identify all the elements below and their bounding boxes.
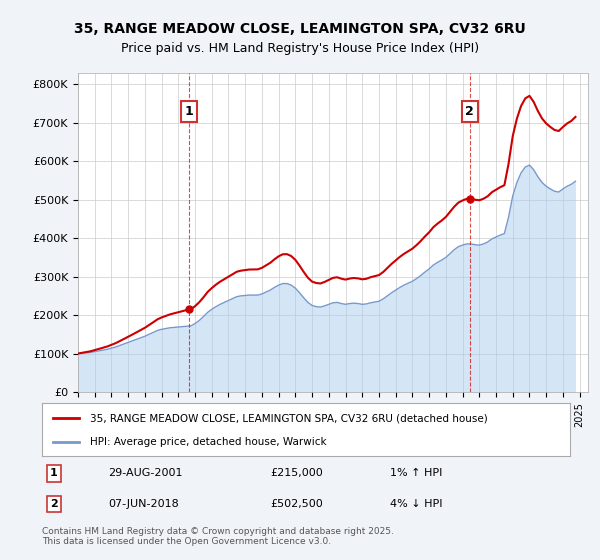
Text: HPI: Average price, detached house, Warwick: HPI: Average price, detached house, Warw…	[89, 436, 326, 446]
Text: Price paid vs. HM Land Registry's House Price Index (HPI): Price paid vs. HM Land Registry's House …	[121, 42, 479, 55]
Text: 2: 2	[466, 105, 474, 118]
Text: 1: 1	[50, 468, 58, 478]
Text: Contains HM Land Registry data © Crown copyright and database right 2025.
This d: Contains HM Land Registry data © Crown c…	[42, 526, 394, 546]
Text: 1% ↑ HPI: 1% ↑ HPI	[390, 468, 442, 478]
Text: £215,000: £215,000	[270, 468, 323, 478]
Text: 29-AUG-2001: 29-AUG-2001	[108, 468, 182, 478]
Text: 2: 2	[50, 499, 58, 509]
Text: 1: 1	[185, 105, 194, 118]
Text: 07-JUN-2018: 07-JUN-2018	[108, 499, 179, 509]
Text: 35, RANGE MEADOW CLOSE, LEAMINGTON SPA, CV32 6RU (detached house): 35, RANGE MEADOW CLOSE, LEAMINGTON SPA, …	[89, 413, 487, 423]
Text: 4% ↓ HPI: 4% ↓ HPI	[390, 499, 443, 509]
Text: £502,500: £502,500	[270, 499, 323, 509]
Text: 35, RANGE MEADOW CLOSE, LEAMINGTON SPA, CV32 6RU: 35, RANGE MEADOW CLOSE, LEAMINGTON SPA, …	[74, 22, 526, 36]
